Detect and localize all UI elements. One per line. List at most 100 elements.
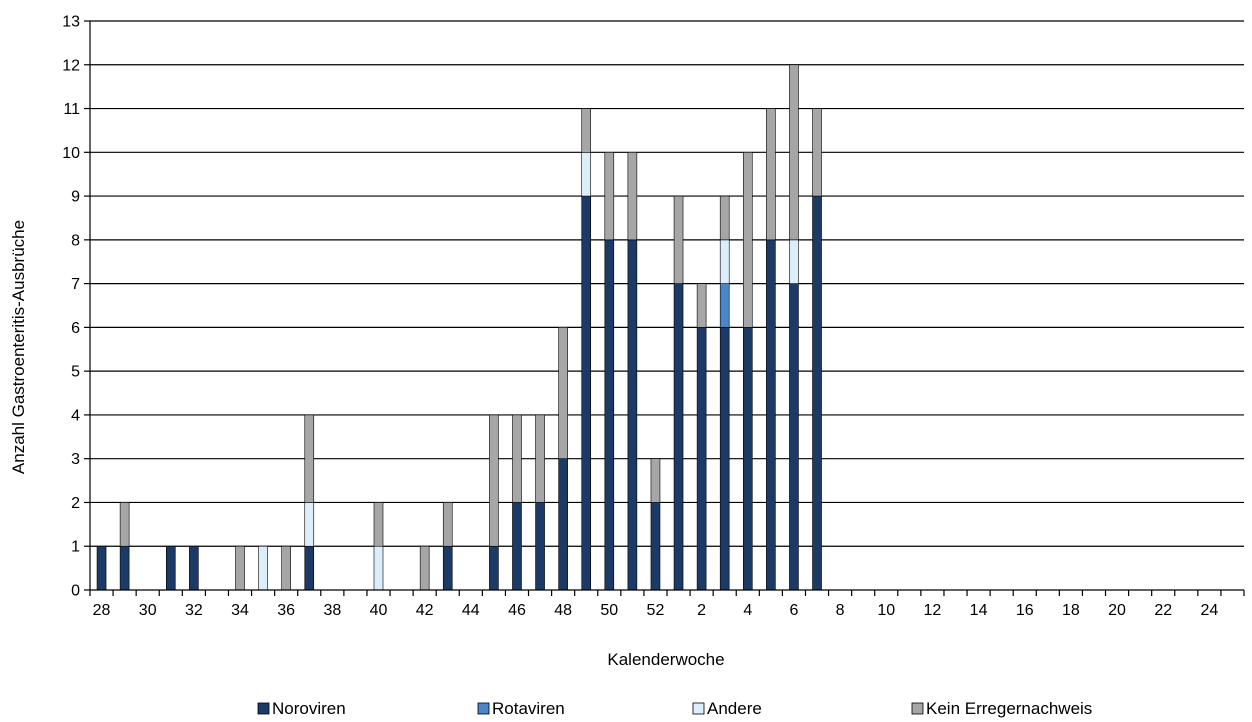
bar-segment-noroviren: [442, 545, 453, 591]
x-tick-label: 42: [416, 602, 434, 619]
bar-segment-noroviren: [558, 458, 568, 591]
bar-segment-kein-erregernachweis: [673, 195, 684, 284]
x-tick-label: 12: [924, 602, 942, 619]
bar-segment-noroviren: [535, 502, 545, 591]
legend-swatch: [477, 702, 490, 715]
legend-swatch: [692, 702, 705, 715]
bar-segment-kein-erregernachweis: [742, 152, 753, 328]
bar-segment-kein-erregernachweis: [512, 414, 522, 503]
x-tick-label: 6: [789, 602, 798, 619]
bar-segment-noroviren: [719, 327, 730, 591]
bar-segment-kein-erregernachweis: [627, 152, 638, 241]
y-tick-label: 6: [71, 320, 80, 337]
bar-segment-kein-erregernachweis: [281, 545, 291, 591]
x-tick-label: 10: [877, 602, 895, 619]
x-tick-label: 14: [970, 602, 988, 619]
y-tick-label: 5: [71, 364, 80, 381]
bar-segment-noroviren: [696, 327, 707, 591]
bar-segment-kein-erregernachweis: [235, 545, 245, 591]
bar-segment-noroviren: [604, 239, 615, 591]
bar-segment-noroviren: [489, 545, 499, 591]
y-tick-label: 0: [71, 583, 80, 600]
bar-segment-kein-erregernachweis: [419, 545, 430, 591]
bar-segment-noroviren: [119, 545, 130, 591]
bar-segment-kein-erregernachweis: [812, 108, 822, 197]
axes: [84, 20, 1245, 596]
y-tick-label: 7: [71, 276, 80, 293]
x-tick-label: 28: [93, 602, 111, 619]
legend-item-kein-erregernachweis: Kein Erregernachweis: [911, 699, 1092, 718]
legend-item-rotaviren: Rotaviren: [477, 699, 565, 718]
bar-segment-rotaviren: [719, 283, 730, 328]
y-tick-label: 12: [62, 57, 80, 74]
bar-segment-noroviren: [650, 502, 661, 591]
bar-segment-andere: [373, 545, 384, 591]
x-tick-label: 48: [554, 602, 572, 619]
x-tick-label: 16: [1016, 602, 1034, 619]
y-tick-label: 9: [71, 189, 80, 206]
x-tick-label: 32: [185, 602, 203, 619]
x-tick-label: 52: [647, 602, 665, 619]
bar-segment-andere: [304, 502, 315, 547]
bar-segment-kein-erregernachweis: [719, 195, 730, 241]
bar-segment-andere: [719, 239, 730, 284]
y-axis-title: Anzahl Gastroenteritis-Ausbrüche: [9, 220, 28, 474]
bar-segment-noroviren: [789, 283, 799, 591]
legend-item-andere: Andere: [692, 699, 762, 718]
legend-swatch: [257, 702, 270, 715]
x-tick-label: 22: [1154, 602, 1172, 619]
gridlines: [90, 20, 1244, 547]
bar-segment-andere: [789, 239, 799, 284]
bar-segment-kein-erregernachweis: [558, 327, 568, 459]
bar-segment-kein-erregernachweis: [604, 152, 615, 241]
bar-segment-kein-erregernachweis: [696, 283, 707, 328]
bar-segment-kein-erregernachweis: [789, 64, 799, 241]
bar-segment-noroviren: [304, 545, 315, 591]
bar-segment-noroviren: [581, 195, 592, 591]
bar-segment-noroviren: [627, 239, 638, 591]
y-tick-label: 8: [71, 232, 80, 249]
x-tick-labels: 28 30 32 34 36 38 40 42 44 46 48 50 52 2 4 6 8 10 12 14 16 18…: [93, 602, 1219, 619]
bar-segment-kein-erregernachweis: [119, 502, 130, 547]
bar-segment-noroviren: [165, 545, 176, 591]
y-tick-label: 11: [63, 101, 80, 118]
bar-segment-noroviren: [742, 327, 753, 591]
bar-segment-noroviren: [189, 545, 199, 591]
legend-label: Andere: [707, 699, 762, 718]
x-tick-label: 36: [277, 602, 295, 619]
bar-segment-kein-erregernachweis: [581, 108, 592, 153]
x-tick-label: 40: [370, 602, 388, 619]
bar-segment-andere: [581, 152, 592, 197]
bars: [96, 64, 822, 591]
bar-segment-kein-erregernachweis: [304, 414, 315, 503]
bar-segment-andere: [258, 545, 268, 591]
bar-segment-noroviren: [512, 502, 522, 591]
legend: Noroviren Rotaviren Andere Kein Erregernach…: [257, 699, 1092, 718]
bar-segment-kein-erregernachweis: [442, 502, 453, 547]
y-tick-label: 1: [71, 539, 80, 556]
bar-segment-kein-erregernachweis: [373, 502, 384, 547]
bar-segment-noroviren: [766, 239, 776, 591]
x-tick-label: 46: [508, 602, 526, 619]
bar-segment-kein-erregernachweis: [650, 458, 661, 503]
y-tick-label: 13: [62, 14, 80, 31]
bar-segment-kein-erregernachweis: [766, 108, 776, 241]
bar-segment-kein-erregernachweis: [489, 414, 499, 547]
x-tick-label: 24: [1200, 602, 1218, 619]
x-tick-label: 2: [697, 602, 706, 619]
legend-item-noroviren: Noroviren: [257, 699, 346, 718]
x-axis-title: Kalenderwoche: [607, 650, 724, 669]
y-tick-label: 4: [71, 407, 80, 424]
x-tick-label: 34: [231, 602, 249, 619]
x-tick-label: 8: [836, 602, 845, 619]
bar-segment-noroviren: [673, 283, 684, 591]
x-tick-label: 38: [323, 602, 341, 619]
y-tick-label: 10: [62, 145, 80, 162]
bar-segment-noroviren: [96, 545, 107, 591]
bar-segment-noroviren: [812, 195, 822, 591]
bar-segment-kein-erregernachweis: [535, 414, 545, 503]
legend-label: Kein Erregernachweis: [926, 699, 1092, 718]
legend-swatch: [911, 702, 924, 715]
